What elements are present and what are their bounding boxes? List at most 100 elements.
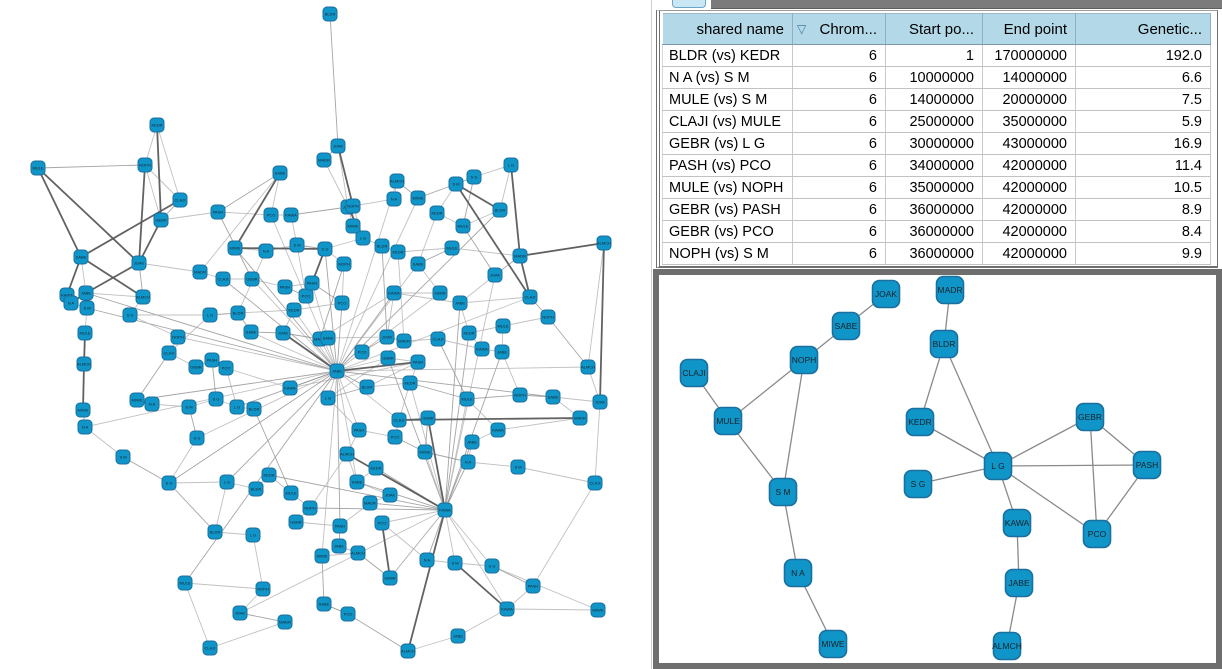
network-node[interactable]: NOPH	[255, 581, 271, 597]
table-row[interactable]: N A (vs) S M 6 10000000 14000000 6.6	[662, 66, 1211, 89]
network-node[interactable]: JABE	[1004, 568, 1034, 598]
network-node[interactable]: MIWE	[818, 629, 848, 659]
network-node[interactable]: MIWE	[590, 602, 606, 618]
network-node[interactable]: S M	[768, 477, 798, 507]
network-node[interactable]: NOPH	[345, 198, 361, 214]
network-node[interactable]: ALMCH	[389, 173, 405, 189]
network-node[interactable]: CLAJI	[391, 412, 407, 428]
network-node[interactable]: KAWA	[1002, 508, 1032, 538]
network-node[interactable]: JABE	[464, 434, 480, 450]
network-node[interactable]: SABE	[73, 249, 89, 265]
network-node[interactable]: MIWE	[345, 218, 361, 234]
network-node[interactable]: MULE	[495, 318, 511, 334]
network-node[interactable]: MIWE	[314, 548, 330, 564]
panel-tab-nub[interactable]	[672, 0, 706, 8]
table-row[interactable]: GEBR (vs) PASH 6 36000000 42000000 8.9	[662, 198, 1211, 221]
network-node[interactable]: L G	[229, 399, 245, 415]
network-node[interactable]: PASH	[1132, 450, 1162, 480]
network-node[interactable]: GEBR	[380, 350, 396, 366]
network-node[interactable]: SABE	[316, 596, 332, 612]
network-node[interactable]: S M	[181, 399, 197, 415]
network-node[interactable]: NOPH	[336, 256, 352, 272]
network-node[interactable]: KEDR	[402, 375, 418, 391]
network-node[interactable]: MIWE	[129, 392, 145, 408]
network-node[interactable]: MADR	[192, 264, 208, 280]
network-node[interactable]: L G	[983, 451, 1013, 481]
table-row[interactable]: NOPH (vs) S M 6 36000000 42000000 9.9	[662, 242, 1211, 265]
network-node[interactable]: BLDR	[492, 202, 508, 218]
column-header-end-point[interactable]: End point	[982, 13, 1076, 45]
network-node[interactable]: JABE	[452, 295, 468, 311]
network-node[interactable]: MADR	[572, 410, 588, 426]
network-node[interactable]: N A	[63, 295, 79, 311]
network-node[interactable]: S M	[510, 459, 526, 475]
network-node[interactable]: JABE	[450, 628, 466, 644]
network-node[interactable]: PASH	[351, 422, 367, 438]
network-node[interactable]: MULE	[30, 160, 46, 176]
network-node[interactable]: N A	[386, 191, 402, 207]
network-node[interactable]: KEDR	[429, 205, 445, 221]
network-node[interactable]: PCO	[298, 288, 314, 304]
network-node[interactable]: PASH	[410, 354, 426, 370]
network-node[interactable]: PCO	[387, 429, 403, 445]
network-node[interactable]: MULE	[283, 485, 299, 501]
network-node[interactable]: CLAJI	[679, 358, 709, 388]
network-node[interactable]: JOAK	[330, 138, 346, 154]
network-node[interactable]: GEBR	[432, 285, 448, 301]
network-node[interactable]: N A	[77, 419, 93, 435]
network-node[interactable]: S G	[484, 558, 500, 574]
network-node[interactable]: ALMCH	[596, 235, 612, 251]
filtered-network-panel[interactable]: JOAK MADR SABE BLDR NOPH CLAJI KEDR MULE GEBR L G…	[653, 269, 1222, 669]
column-header-chrom---[interactable]: ▽ Chrom...	[792, 13, 886, 45]
network-node[interactable]: BLDR	[248, 481, 264, 497]
network-node[interactable]: PCO	[1082, 519, 1112, 549]
network-node[interactable]: GEBR	[244, 271, 260, 287]
network-node[interactable]: PCO	[340, 606, 356, 622]
network-node[interactable]: PCO	[263, 207, 279, 223]
column-header-start-po---[interactable]: Start po...	[885, 13, 983, 45]
table-row[interactable]: MULE (vs) S M 6 14000000 20000000 7.5	[662, 88, 1211, 111]
main-network-svg[interactable]: BLDR KEDR MULE NOPH SABE JOAK MADR CLAJI GEBR PAS…	[0, 0, 651, 669]
network-node[interactable]: GEBR	[1075, 402, 1105, 432]
network-node[interactable]: BLDR	[207, 524, 223, 540]
network-node[interactable]: MULE	[444, 240, 460, 256]
table-row[interactable]: PASH (vs) PCO 6 34000000 42000000 11.4	[662, 154, 1211, 177]
network-node[interactable]: SABE	[545, 389, 561, 405]
network-node[interactable]: BLDR	[322, 6, 338, 22]
network-node[interactable]: S G	[466, 169, 482, 185]
main-network-canvas[interactable]: BLDR KEDR MULE NOPH SABE JOAK MADR CLAJI GEBR PAS…	[0, 0, 651, 669]
network-node[interactable]: KAWA	[499, 601, 515, 617]
network-node[interactable]: S G	[189, 430, 205, 446]
network-node[interactable]: GEBR	[153, 212, 169, 228]
network-node[interactable]: MIWE	[227, 240, 243, 256]
network-node[interactable]: KAWA	[283, 207, 299, 223]
network-node[interactable]: PASH	[525, 578, 541, 594]
network-node[interactable]: KAWA	[386, 285, 402, 301]
network-node[interactable]: PCO	[334, 295, 350, 311]
network-node[interactable]: SABE	[831, 311, 861, 341]
network-node[interactable]: JOAK	[592, 394, 608, 410]
network-node[interactable]: GEBR	[382, 570, 398, 586]
network-node[interactable]: PASH	[304, 275, 320, 291]
network-node[interactable]: JABE	[78, 285, 94, 301]
network-node[interactable]: JOAK	[232, 605, 248, 621]
network-node[interactable]: ALMCH	[350, 545, 366, 561]
table-row[interactable]: GEBR (vs) PCO 6 36000000 42000000 8.4	[662, 220, 1211, 243]
network-node[interactable]: KAWA	[437, 502, 453, 518]
network-node[interactable]: MULE	[459, 391, 475, 407]
table-row[interactable]: GEBR (vs) L G 6 30000000 43000000 16.9	[662, 132, 1211, 155]
network-node[interactable]: BLDR	[374, 238, 390, 254]
network-node[interactable]: PCO	[218, 360, 234, 376]
network-node[interactable]: S M	[289, 237, 305, 253]
network-node[interactable]: ALMCH	[400, 643, 416, 659]
network-node[interactable]: MADR	[316, 152, 332, 168]
network-node[interactable]: MULE	[713, 406, 743, 436]
network-node[interactable]: BLDR	[929, 329, 959, 359]
network-node[interactable]: NOPH	[789, 345, 819, 375]
network-node[interactable]: NOPH	[137, 157, 153, 173]
network-node[interactable]: L G	[355, 230, 371, 246]
network-node[interactable]: BLDR	[230, 305, 246, 321]
network-node[interactable]: JABE	[494, 344, 510, 360]
network-node[interactable]: SABE	[243, 324, 259, 340]
network-node[interactable]: N A	[258, 243, 274, 259]
